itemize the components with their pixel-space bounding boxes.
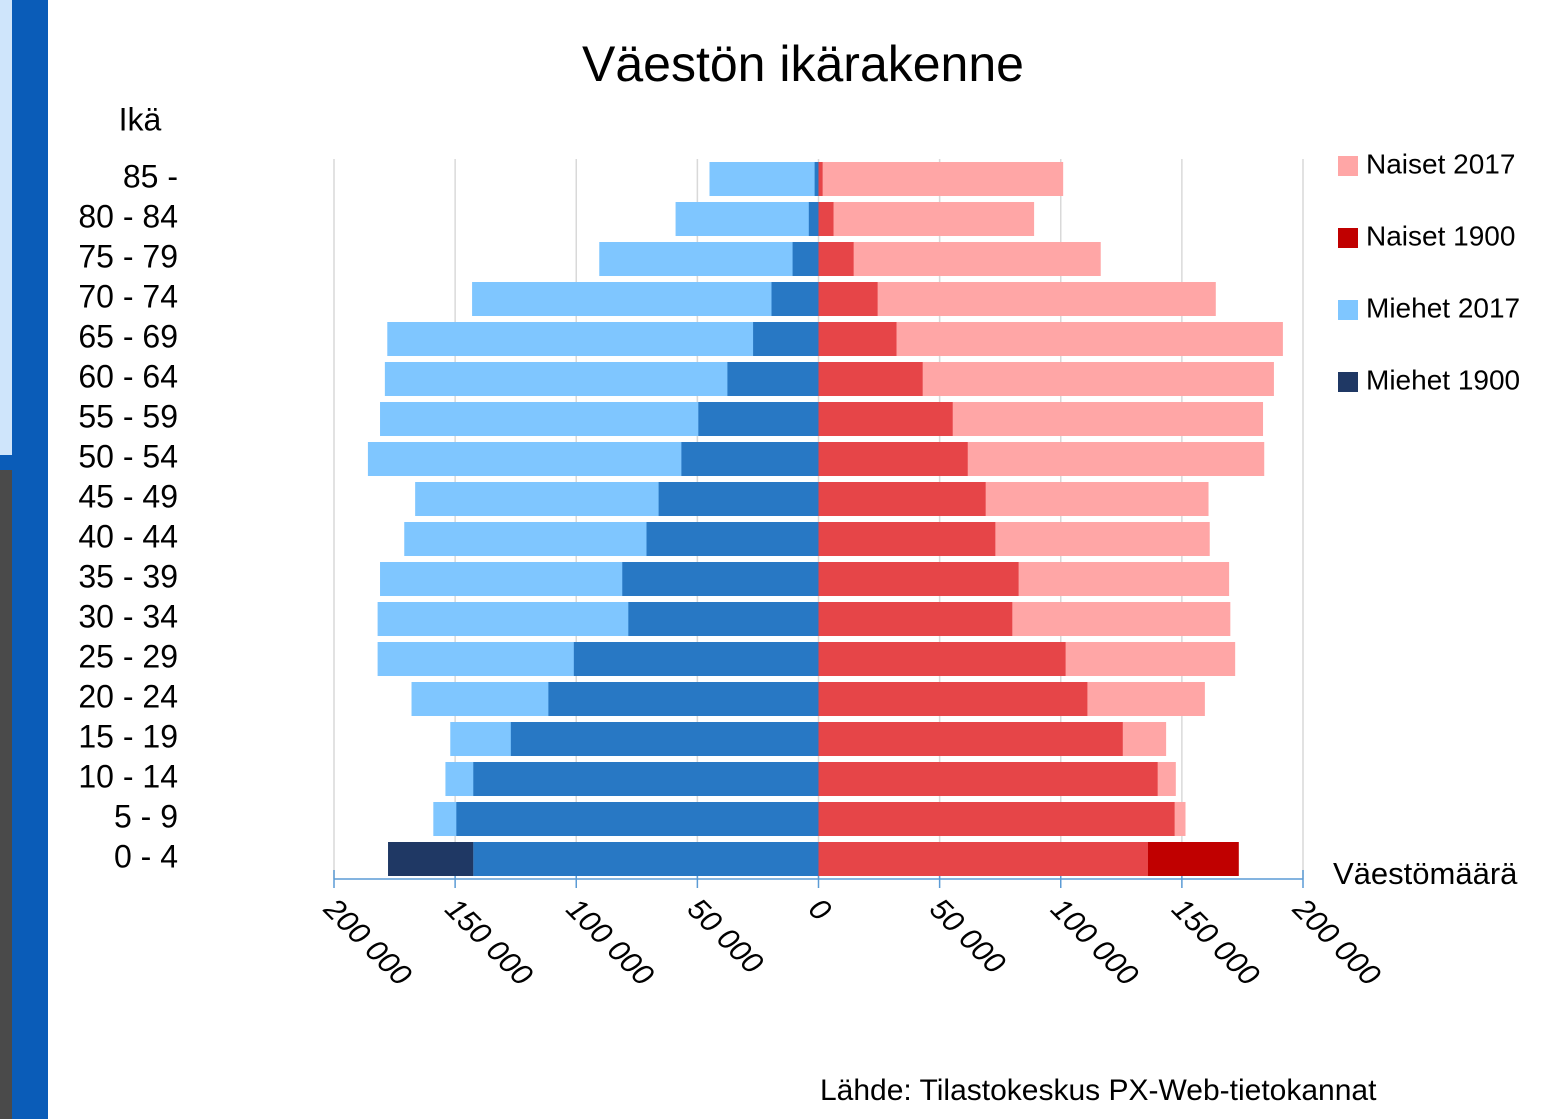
bar xyxy=(818,282,1216,316)
bar-overlap xyxy=(818,722,1123,756)
y-tick-label: 75 - 79 xyxy=(78,238,178,274)
bar-overlap xyxy=(473,762,819,796)
x-tick-label: 0 xyxy=(802,892,837,927)
x-tick-label: 100 000 xyxy=(1044,892,1144,992)
x-tick-label: 150 000 xyxy=(1165,892,1265,992)
legend-swatch xyxy=(1338,372,1358,392)
bar-overlap xyxy=(818,362,923,396)
bar xyxy=(818,242,1101,276)
bar-overlap xyxy=(792,242,819,276)
bar-overlap xyxy=(573,642,819,676)
y-tick-label: 55 - 59 xyxy=(78,398,178,434)
bar-overlap xyxy=(818,802,1175,836)
y-tick-label: 70 - 74 xyxy=(78,278,178,314)
bar-overlap xyxy=(473,842,819,876)
y-tick-label: 20 - 24 xyxy=(78,678,178,714)
source: Lähde: Tilastokeskus PX-Web-tietokannat xyxy=(820,1074,1377,1107)
y-tick-label: 40 - 44 xyxy=(78,518,178,554)
y-tick-label: 65 - 69 xyxy=(78,318,178,354)
bar xyxy=(472,282,819,316)
bar-overlap xyxy=(818,322,897,356)
legend-swatch xyxy=(1338,156,1358,176)
bar xyxy=(818,162,1064,196)
bar-overlap xyxy=(818,642,1066,676)
bar-overlap xyxy=(622,562,819,596)
x-tick-label: 200 000 xyxy=(317,892,418,993)
side-photo xyxy=(0,470,12,1119)
x-tick-label: 50 000 xyxy=(681,892,769,980)
legend-label: Naiset 1900 xyxy=(1366,220,1515,251)
y-tick-label: 80 - 84 xyxy=(78,198,178,234)
bar-overlap xyxy=(818,402,953,436)
y-tick-label: 15 - 19 xyxy=(78,718,178,754)
bar-overlap xyxy=(456,802,819,836)
x-tick-label: 150 000 xyxy=(439,892,539,992)
y-axis-label: Ikä xyxy=(119,101,162,137)
y-tick-label: 35 - 39 xyxy=(78,558,178,594)
bar-overlap xyxy=(818,162,823,196)
bar-overlap xyxy=(818,202,834,236)
x-axis-label: Väestömäärä xyxy=(1333,856,1518,891)
side-panel xyxy=(0,0,12,455)
y-tick-label: 5 - 9 xyxy=(114,798,178,834)
bar-overlap xyxy=(818,522,996,556)
y-tick-label: 0 - 4 xyxy=(114,838,178,874)
bar-overlap xyxy=(818,442,968,476)
legend-label: Naiset 2017 xyxy=(1366,148,1515,179)
y-tick-label: 50 - 54 xyxy=(78,438,178,474)
chart-title: Väestön ikärakenne xyxy=(582,36,1024,92)
bar-overlap xyxy=(818,682,1088,716)
bar-overlap xyxy=(548,682,819,716)
bar-overlap xyxy=(771,282,819,316)
y-tick-label: 30 - 34 xyxy=(78,598,178,634)
bar xyxy=(387,322,819,356)
bar-overlap xyxy=(818,602,1013,636)
bar-overlap xyxy=(628,602,819,636)
bar-overlap xyxy=(818,762,1158,796)
bar xyxy=(388,842,474,876)
bar-overlap xyxy=(818,482,986,516)
bar xyxy=(599,242,819,276)
legend-swatch xyxy=(1338,300,1358,320)
x-tick-label: 200 000 xyxy=(1286,892,1387,993)
bar-overlap xyxy=(646,522,819,556)
x-tick-label: 50 000 xyxy=(923,892,1011,980)
bar-overlap xyxy=(681,442,819,476)
bar-overlap xyxy=(814,162,819,196)
y-tick-label: 60 - 64 xyxy=(78,358,178,394)
bar xyxy=(1147,842,1239,876)
y-tick-label: 85 - xyxy=(123,158,178,194)
bar-overlap xyxy=(698,402,819,436)
bar xyxy=(818,202,1035,236)
bar-overlap xyxy=(510,722,819,756)
bar-overlap xyxy=(753,322,819,356)
y-tick-label: 25 - 29 xyxy=(78,638,178,674)
y-tick-label: 45 - 49 xyxy=(78,478,178,514)
bar-overlap xyxy=(658,482,819,516)
x-tick-label: 100 000 xyxy=(560,892,660,992)
bar-overlap xyxy=(818,242,854,276)
bar xyxy=(709,162,819,196)
bar-overlap xyxy=(818,842,1148,876)
legend-label: Miehet 2017 xyxy=(1366,292,1520,323)
legend-swatch xyxy=(1338,228,1358,248)
bar xyxy=(675,202,819,236)
bar-overlap xyxy=(818,562,1019,596)
legend-label: Miehet 1900 xyxy=(1366,364,1520,395)
bar-overlap xyxy=(808,202,819,236)
y-tick-label: 10 - 14 xyxy=(78,758,178,794)
bar-overlap xyxy=(818,282,878,316)
bar-overlap xyxy=(727,362,819,396)
